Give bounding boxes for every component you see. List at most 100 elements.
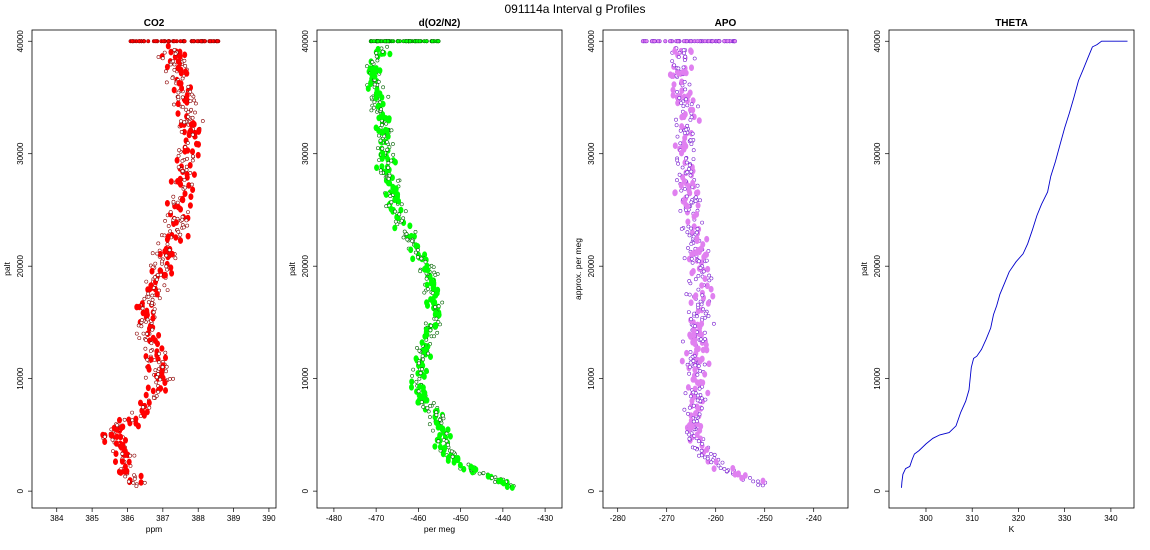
- plot-frame: [888, 29, 1135, 509]
- data-point: [449, 449, 454, 454]
- data-point: [687, 166, 691, 171]
- data-point: [111, 424, 117, 432]
- data-point: [120, 441, 126, 449]
- data-point: [143, 375, 148, 380]
- data-point: [693, 199, 698, 204]
- data-point: [688, 360, 693, 365]
- data-point: [123, 474, 128, 479]
- data-point: [415, 398, 421, 406]
- data-point: [681, 65, 686, 70]
- plot-frame: [316, 29, 563, 509]
- data-point: [381, 85, 386, 90]
- data-point: [186, 114, 191, 119]
- x-tick-label: 385: [85, 514, 99, 523]
- data-point: [691, 359, 696, 363]
- data-point: [695, 227, 700, 231]
- data-point: [678, 182, 684, 189]
- data-point: [195, 151, 201, 159]
- data-point: [691, 148, 696, 153]
- data-point: [687, 292, 692, 297]
- data-point: [652, 39, 657, 44]
- data-point: [688, 39, 694, 44]
- data-point: [144, 331, 149, 336]
- data-point: [681, 146, 687, 153]
- data-point: [675, 134, 680, 139]
- data-point: [447, 432, 453, 440]
- data-point: [165, 233, 171, 240]
- data-point: [413, 250, 418, 255]
- data-point: [695, 39, 700, 44]
- data-point: [149, 267, 155, 275]
- data-point: [687, 233, 692, 238]
- data-point: [380, 150, 386, 158]
- data-point: [146, 399, 152, 407]
- data-point: [160, 259, 164, 264]
- data-point: [430, 284, 436, 292]
- data-point: [675, 39, 680, 44]
- data-point: [113, 450, 119, 458]
- data-point: [380, 100, 386, 108]
- data-point: [436, 39, 441, 44]
- data-point: [683, 54, 688, 59]
- plot-frame: [602, 29, 849, 509]
- data-point: [158, 385, 164, 392]
- data-point: [692, 311, 697, 316]
- data-point: [374, 54, 379, 59]
- data-point: [756, 479, 760, 484]
- data-point: [182, 97, 188, 104]
- data-point: [193, 101, 198, 106]
- data-point: [173, 256, 178, 261]
- data-point: [696, 364, 701, 368]
- data-point: [434, 316, 439, 321]
- data-point: [117, 416, 123, 424]
- data-point: [697, 453, 701, 458]
- data-point: [196, 141, 202, 148]
- data-point: [374, 86, 380, 93]
- data-point: [697, 259, 701, 264]
- data-point: [481, 471, 486, 475]
- data-point: [677, 96, 682, 100]
- data-point: [167, 248, 172, 252]
- y-tick-label: 20000: [587, 255, 596, 278]
- data-point: [162, 271, 168, 279]
- data-point: [392, 158, 398, 166]
- x-tick-label: 386: [121, 514, 135, 523]
- data-point: [113, 440, 119, 447]
- data-point: [168, 178, 174, 185]
- data-point: [180, 76, 185, 81]
- data-point: [384, 204, 389, 209]
- scatter-points: [365, 39, 516, 491]
- data-point: [672, 189, 678, 197]
- data-point: [703, 251, 709, 258]
- data-point: [396, 178, 400, 183]
- data-point: [164, 63, 170, 71]
- data-point: [430, 428, 435, 433]
- data-point: [703, 337, 707, 341]
- data-point: [693, 277, 698, 282]
- data-point: [184, 70, 190, 77]
- x-tick-label: -430: [537, 514, 554, 523]
- data-point: [694, 346, 700, 353]
- data-point: [163, 245, 169, 253]
- data-point: [175, 58, 181, 65]
- data-point: [156, 372, 161, 377]
- data-point: [699, 282, 705, 289]
- data-point: [393, 219, 398, 224]
- data-point: [686, 411, 690, 416]
- data-point: [378, 168, 383, 173]
- data-point: [165, 42, 171, 50]
- x-axis-label: ppm: [146, 524, 163, 534]
- data-point: [162, 379, 168, 387]
- data-point: [720, 460, 725, 465]
- data-point: [418, 371, 423, 376]
- data-point: [408, 383, 414, 391]
- data-point: [375, 45, 381, 53]
- data-point: [385, 140, 390, 145]
- data-point: [432, 334, 437, 339]
- data-point: [189, 92, 194, 97]
- data-point: [175, 200, 180, 205]
- data-point: [687, 371, 692, 376]
- data-point: [675, 70, 681, 77]
- data-point: [145, 357, 150, 362]
- data-point: [146, 39, 151, 44]
